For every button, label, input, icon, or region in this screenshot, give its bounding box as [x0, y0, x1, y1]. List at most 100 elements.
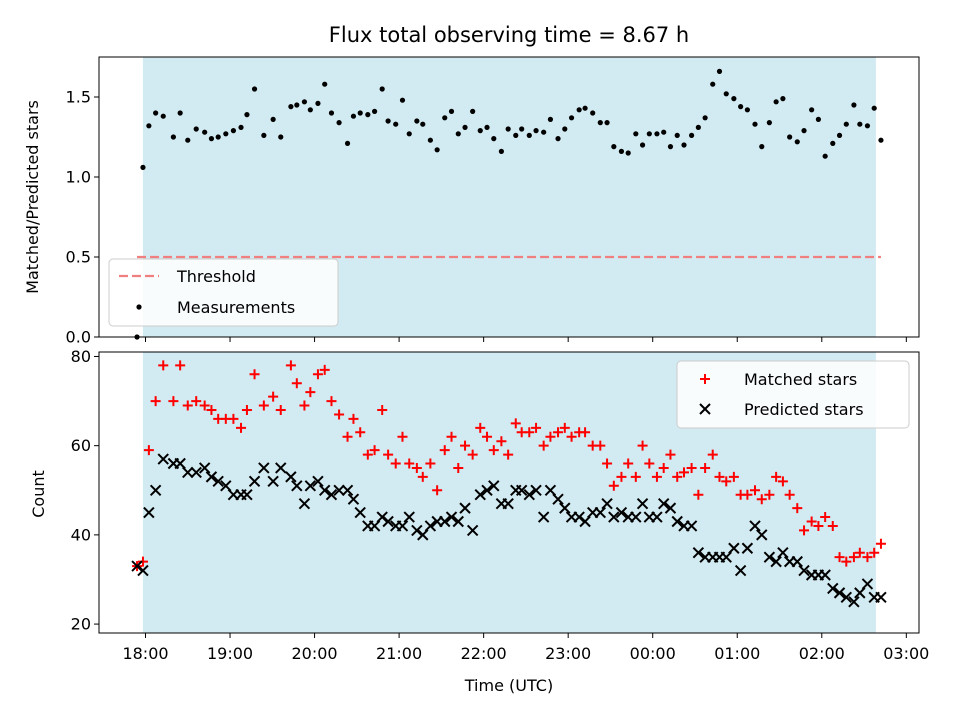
- predicted-star-point: [840, 591, 853, 604]
- matched-star-point: [721, 476, 732, 487]
- matched-star-point: [566, 431, 577, 442]
- measurement-point: [462, 124, 468, 130]
- matched-star-point: [404, 458, 415, 469]
- measurement-point: [576, 107, 582, 113]
- predicted-star-point: [763, 551, 776, 563]
- predicted-star-point: [466, 524, 479, 537]
- measurement-point: [371, 108, 378, 114]
- matched-star-point: [777, 476, 788, 487]
- measurement-point: [350, 113, 357, 119]
- measurement-point: [695, 124, 701, 130]
- xtick-label-1: 19:00: [207, 644, 253, 663]
- measurement-point: [455, 131, 461, 137]
- predicted-star-point: [515, 484, 528, 496]
- measurement-point: [491, 136, 497, 142]
- top-panel: 0.0 0.5 1.0 1.5 Matched/Predicted stars Thr…: [23, 56, 920, 347]
- bottom-panel: 20 40 60 80 Count Matched stars Predicted st…: [29, 347, 920, 634]
- matched-star-point: [602, 458, 613, 469]
- measurement-point: [618, 148, 625, 154]
- measurement-point: [794, 139, 800, 145]
- measurement-point: [851, 102, 857, 108]
- measurement-point: [177, 110, 183, 116]
- measurement-point: [710, 81, 716, 87]
- measurement-point: [541, 129, 547, 135]
- measurement-point: [193, 126, 199, 132]
- matched-star-point: [377, 404, 388, 415]
- matched-star-point: [608, 480, 619, 491]
- bottom-ytick-label-2: 60: [71, 436, 91, 455]
- matched-star-point: [531, 422, 542, 433]
- predicted-star-point: [131, 560, 143, 572]
- matched-star-point: [806, 516, 817, 527]
- matched-star-point: [453, 462, 464, 473]
- measurement-point: [871, 105, 877, 111]
- predicted-star-point: [403, 511, 415, 523]
- predicted-star-point: [341, 484, 354, 496]
- bottom-markers: [131, 360, 887, 608]
- matched-star-point: [182, 400, 193, 411]
- bottom-legend-box: [676, 360, 910, 429]
- matched-star-point: [299, 400, 310, 411]
- matched-star-point: [191, 396, 202, 407]
- legend-predicted-swatch: [699, 403, 711, 415]
- predicted-star-point: [573, 511, 585, 523]
- matched-star-point: [630, 471, 641, 482]
- predicted-star-point: [298, 497, 311, 510]
- measurement-point: [208, 136, 215, 142]
- top-measurements: [134, 68, 884, 340]
- measurement-point: [153, 110, 159, 116]
- matched-star-point: [714, 471, 725, 482]
- measurement-point: [223, 131, 229, 137]
- matched-star-point: [228, 413, 239, 424]
- measurement-point: [646, 131, 652, 137]
- predicted-star-point: [445, 511, 458, 523]
- matched-star-point: [268, 391, 279, 402]
- measurement-point: [597, 120, 603, 126]
- matched-star-point: [644, 458, 655, 469]
- measurement-point: [633, 131, 639, 137]
- predicted-star-point: [756, 529, 768, 541]
- matched-star-point: [553, 427, 564, 438]
- measurement-point: [836, 132, 843, 138]
- legend-matched-swatch: [700, 374, 710, 384]
- matched-star-point: [488, 445, 499, 456]
- measurement-point: [244, 112, 250, 118]
- matched-star-point: [417, 471, 428, 482]
- predicted-star-point: [523, 489, 535, 501]
- predicted-star-point: [848, 596, 860, 608]
- matched-star-point: [707, 449, 718, 460]
- legend-predicted-label: Predicted stars: [744, 400, 864, 419]
- matched-star-point: [580, 427, 591, 438]
- top-legend: Threshold Measurements: [108, 258, 339, 327]
- measurement-point: [238, 124, 244, 130]
- predicted-star-point: [833, 587, 846, 599]
- measurement-point: [393, 121, 399, 127]
- measurement-point: [513, 132, 519, 138]
- matched-star-point: [496, 436, 507, 447]
- matched-star-point: [686, 462, 697, 473]
- predicted-star-point: [671, 515, 683, 528]
- matched-star-point: [862, 552, 873, 563]
- matched-star-point: [693, 489, 704, 500]
- matched-star-point: [503, 449, 514, 460]
- predicted-star-point: [291, 480, 303, 492]
- matched-star-point: [439, 445, 450, 456]
- matched-star-point: [820, 512, 831, 523]
- measurement-point: [766, 120, 772, 126]
- measurement-point: [294, 102, 300, 108]
- predicted-star-point: [325, 489, 338, 501]
- matched-star-point: [848, 552, 859, 563]
- matched-star-point: [799, 525, 810, 536]
- measurement-point: [505, 126, 511, 132]
- measurement-point: [681, 142, 687, 148]
- matched-star-point: [383, 449, 394, 460]
- predicted-star-point: [248, 475, 261, 488]
- predicted-star-point: [212, 475, 224, 488]
- matched-star-point: [524, 427, 535, 438]
- matched-star-point: [750, 485, 760, 496]
- chart-title: Flux total observing time = 8.67 h: [329, 23, 689, 47]
- measurement-point: [379, 86, 385, 92]
- measurement-point: [731, 96, 737, 102]
- predicted-star-point: [530, 484, 542, 496]
